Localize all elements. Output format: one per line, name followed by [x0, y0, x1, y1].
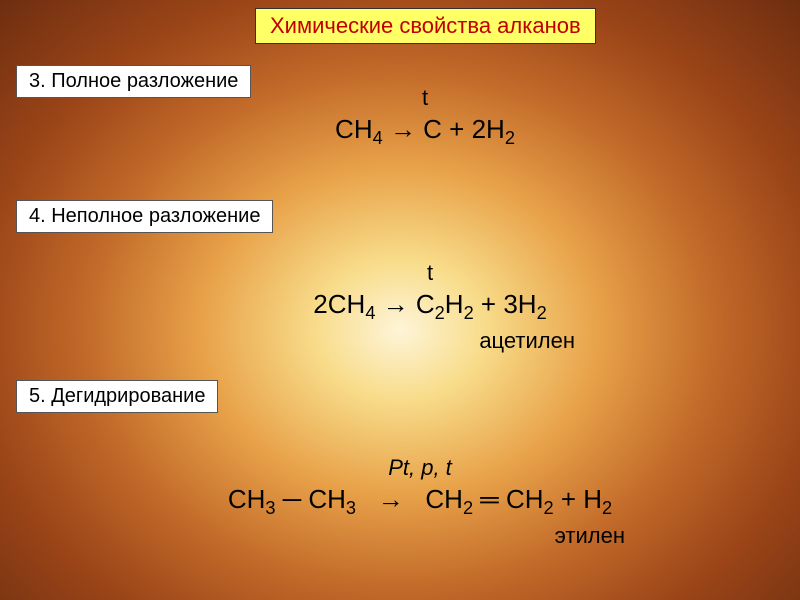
- section-3-label: 3. Полное разложение: [16, 65, 251, 98]
- eq3-condition: Pt, p, t: [180, 455, 660, 481]
- eq3-product: этилен: [180, 523, 660, 549]
- eq3-formula: CH3 ─ CH3 → CH2 ═ CH2 + H2: [180, 483, 660, 521]
- equation-2: t 2CH4 → C2H2 + 3H2 ацетилен: [260, 260, 600, 354]
- eq1-condition: t: [300, 85, 550, 111]
- section-5-label: 5. Дегидрирование: [16, 380, 218, 413]
- eq1-formula: CH4 → C + 2H2: [300, 113, 550, 151]
- slide-title: Химические свойства алканов: [255, 8, 596, 44]
- eq2-product: ацетилен: [260, 328, 600, 354]
- equation-3: Pt, p, t CH3 ─ CH3 → CH2 ═ CH2 + H2 этил…: [180, 455, 660, 549]
- section-4-label: 4. Неполное разложение: [16, 200, 273, 233]
- eq2-formula: 2CH4 → C2H2 + 3H2: [260, 288, 600, 326]
- eq2-condition: t: [260, 260, 600, 286]
- equation-1: t CH4 → C + 2H2: [300, 85, 550, 151]
